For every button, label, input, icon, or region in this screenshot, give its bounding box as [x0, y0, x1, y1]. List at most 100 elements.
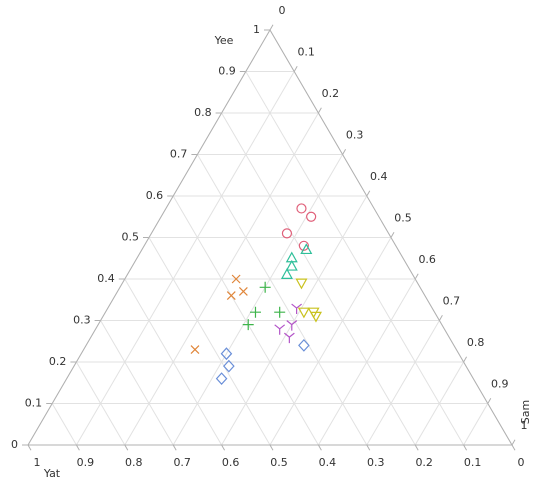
data-point: [281, 228, 293, 239]
tick-label: 0.5: [122, 231, 140, 244]
data-point: [309, 311, 322, 323]
data-point: [220, 347, 233, 361]
data-point: [298, 240, 309, 251]
tick-label: 0.9: [77, 456, 95, 469]
tick-label: 0.1: [464, 456, 482, 469]
tick-mark: [293, 66, 298, 72]
tick-label: 0.4: [370, 170, 388, 183]
tick-mark: [414, 273, 419, 280]
tick-label: 0.3: [346, 129, 364, 142]
data-point: [295, 278, 308, 290]
data-point: [285, 259, 298, 271]
data-point: [297, 307, 310, 319]
tick-label: 0.3: [73, 314, 91, 327]
tick-label: 0.1: [25, 397, 43, 410]
tick-mark: [269, 444, 274, 451]
tick-label: 0.9: [218, 65, 236, 78]
tick-label: 0.8: [125, 456, 143, 469]
grid-line: [75, 71, 295, 446]
tick-mark: [317, 444, 322, 451]
tick-label: 0.3: [367, 456, 385, 469]
tick-label: 0.6: [222, 456, 240, 469]
axis-title: Sam: [519, 400, 532, 424]
tick-label: 0.9: [491, 378, 509, 391]
tick-mark: [75, 444, 80, 451]
data-point: [249, 306, 261, 318]
data-point: [231, 274, 241, 284]
grid-line: [221, 112, 416, 446]
tick-label: 0: [279, 4, 286, 17]
data-point: [306, 211, 317, 222]
axis-title: Yee: [214, 34, 234, 47]
tick-mark: [366, 190, 371, 197]
data-point: [190, 345, 200, 354]
data-point: [242, 319, 254, 331]
tick-label: 0.7: [170, 148, 188, 161]
tick-mark: [511, 444, 516, 451]
tick-label: 0.2: [415, 456, 433, 469]
data-point: [280, 268, 293, 279]
data-point: [274, 324, 286, 335]
data-point: [274, 306, 286, 318]
grid-line: [366, 320, 440, 446]
tick-label: 1: [521, 419, 528, 432]
triangle-frame: [27, 29, 513, 446]
tick-label: 1: [34, 456, 41, 469]
data-point: [300, 243, 313, 255]
data-point: [223, 359, 235, 373]
tick-label: 0.7: [443, 295, 461, 308]
tick-label: 0.6: [146, 189, 164, 202]
grid-line: [124, 278, 223, 446]
tick-label: 1: [253, 23, 260, 36]
tick-mark: [269, 24, 274, 31]
grid-line: [172, 195, 319, 446]
tick-label: 0.8: [194, 106, 212, 119]
grid-line: [51, 403, 77, 446]
tick-mark: [221, 444, 226, 451]
data-point: [291, 303, 302, 315]
tick-mark: [317, 107, 322, 114]
tick-mark: [414, 444, 419, 451]
data-point: [238, 287, 248, 296]
tick-label: 0.5: [394, 212, 412, 225]
tick-label: 0.1: [297, 46, 315, 59]
grid-line: [463, 403, 489, 446]
grid-line: [172, 154, 344, 446]
tick-label: 0: [11, 438, 18, 451]
data-point: [215, 372, 228, 385]
tick-mark: [390, 232, 395, 238]
tick-label: 0.7: [173, 456, 191, 469]
data-point: [283, 332, 295, 344]
tick-mark: [366, 444, 371, 451]
tick-mark: [511, 439, 516, 446]
tick-label: 0.4: [319, 456, 337, 469]
plot-area: [190, 203, 322, 385]
tick-label: 0.6: [418, 253, 436, 266]
data-point: [296, 203, 307, 214]
tick-label: 0.5: [270, 456, 288, 469]
grid-line: [196, 154, 368, 446]
tick-mark: [463, 444, 468, 451]
grid-line: [148, 237, 271, 446]
data-point: [259, 281, 271, 293]
axis-title: Yat: [43, 467, 61, 480]
tick-mark: [124, 444, 129, 451]
grid-line: [269, 237, 392, 446]
tick-label: 0.2: [49, 355, 67, 368]
grid-line: [75, 361, 126, 446]
tick-mark: [342, 149, 347, 155]
tick-mark: [27, 444, 32, 451]
grid: 0 0.1 0.2 0.3 0.4 0.5 0.6 0.7 0.8 0.9 1 0 0.1 0.2 0.3 0…: [11, 4, 528, 469]
data-point: [226, 291, 236, 301]
tick-label: 0.8: [467, 336, 485, 349]
grid-line: [245, 71, 465, 446]
tick-mark: [487, 398, 492, 404]
tick-mark: [438, 315, 443, 321]
tick-label: 0: [518, 456, 525, 469]
tick-mark: [172, 444, 177, 451]
tick-label: 0.4: [97, 272, 115, 285]
tick-mark: [463, 356, 468, 363]
data-point: [298, 339, 310, 352]
grid-line: [100, 320, 174, 446]
